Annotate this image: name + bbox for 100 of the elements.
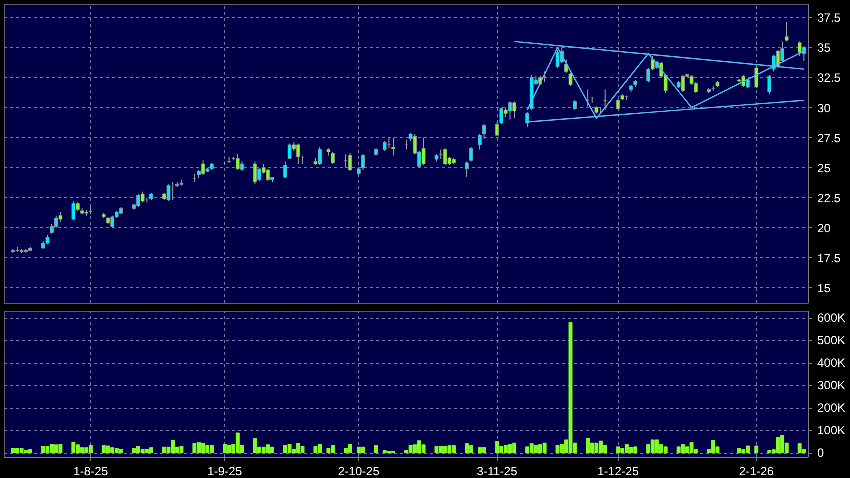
candlestick (798, 41, 802, 57)
bar (266, 444, 270, 454)
y-tick-label: 37.5 (818, 11, 842, 26)
bar (192, 443, 197, 454)
bar (508, 444, 512, 454)
candlestick (768, 74, 772, 96)
bar (80, 448, 84, 454)
bar (768, 450, 772, 454)
bar (374, 445, 378, 454)
x-tick-label: 1-8-25 (74, 464, 109, 478)
candlestick (482, 124, 486, 140)
bar (737, 448, 742, 454)
bar (145, 449, 150, 454)
bar (46, 446, 50, 454)
bar (742, 449, 746, 454)
bar (776, 437, 780, 454)
bar (413, 444, 418, 454)
candlestick (802, 46, 806, 62)
bar (11, 448, 16, 454)
bar (534, 445, 538, 454)
y-tick-label: 15 (818, 281, 832, 296)
bar (422, 444, 426, 454)
bar (542, 442, 547, 454)
bar (106, 446, 110, 454)
bar (72, 442, 76, 454)
bar (361, 446, 366, 454)
candlestick (284, 161, 288, 180)
candlestick (331, 152, 335, 165)
x-tick-label: 2-1-26 (739, 464, 774, 478)
candlestick (392, 137, 396, 156)
y-tick-label: 32.5 (818, 71, 842, 86)
bar (326, 448, 331, 454)
y-tick-label: 30 (818, 101, 832, 116)
candlestick (754, 64, 759, 90)
candlestick (568, 72, 573, 87)
y-tick-label: 200K (818, 401, 846, 416)
candlestick (201, 160, 206, 176)
candlestick (556, 50, 560, 69)
y-tick-label: 17.5 (818, 251, 842, 266)
x-tick-label: 1-12-25 (598, 464, 640, 478)
candlestick (784, 22, 789, 42)
candlestick (72, 200, 76, 222)
bar (119, 449, 124, 454)
candlestick (240, 161, 244, 172)
y-tick-label: 100K (818, 424, 846, 438)
candlestick (564, 59, 568, 74)
bar (568, 322, 573, 454)
bar (206, 445, 210, 454)
candlestick (512, 101, 516, 120)
bar (262, 446, 266, 454)
bar (408, 445, 413, 454)
bar (620, 448, 625, 454)
bar (754, 446, 759, 454)
bar (140, 449, 145, 454)
bar (132, 448, 136, 454)
y-tick-label: 400K (818, 356, 846, 370)
bar (54, 444, 58, 454)
candlestick (288, 143, 292, 160)
y-tick-label: 600K (818, 311, 846, 326)
bar (629, 447, 634, 454)
bar (288, 444, 292, 454)
bar (88, 445, 93, 454)
bar (84, 448, 89, 454)
bar (28, 449, 32, 454)
x-tick-label: 3-11-25 (477, 464, 518, 478)
candlestick (382, 140, 387, 152)
candlestick (361, 154, 366, 171)
candlestick (526, 112, 530, 128)
candlestick (140, 191, 145, 204)
bar (149, 448, 154, 454)
y-tick-label: 25 (818, 161, 832, 176)
bar (201, 443, 206, 454)
bar (482, 447, 486, 454)
bar (300, 446, 305, 454)
bar (676, 446, 681, 454)
bar (664, 446, 668, 454)
bar (530, 444, 534, 454)
y-tick-label: 27.5 (818, 131, 842, 146)
candlestick (443, 148, 448, 166)
candlestick (681, 74, 686, 93)
bar (556, 445, 560, 454)
candlestick (469, 146, 474, 162)
bar (655, 440, 660, 454)
y-tick-label: 20 (818, 221, 832, 236)
bar (227, 445, 232, 454)
bar (594, 442, 599, 454)
x-tick-label: 2-10-25 (338, 464, 380, 478)
candlestick (236, 154, 240, 171)
y-tick-label: 35 (818, 41, 832, 56)
candlestick (616, 98, 620, 111)
candlestick (478, 134, 482, 150)
candlestick (465, 161, 469, 178)
x-tick-label: 1-9-25 (208, 464, 243, 478)
bar (58, 444, 63, 454)
bar (616, 446, 620, 454)
bar (586, 438, 590, 454)
candlestick (573, 100, 577, 111)
bar (469, 446, 474, 454)
bar (180, 446, 184, 454)
bar (448, 446, 452, 454)
